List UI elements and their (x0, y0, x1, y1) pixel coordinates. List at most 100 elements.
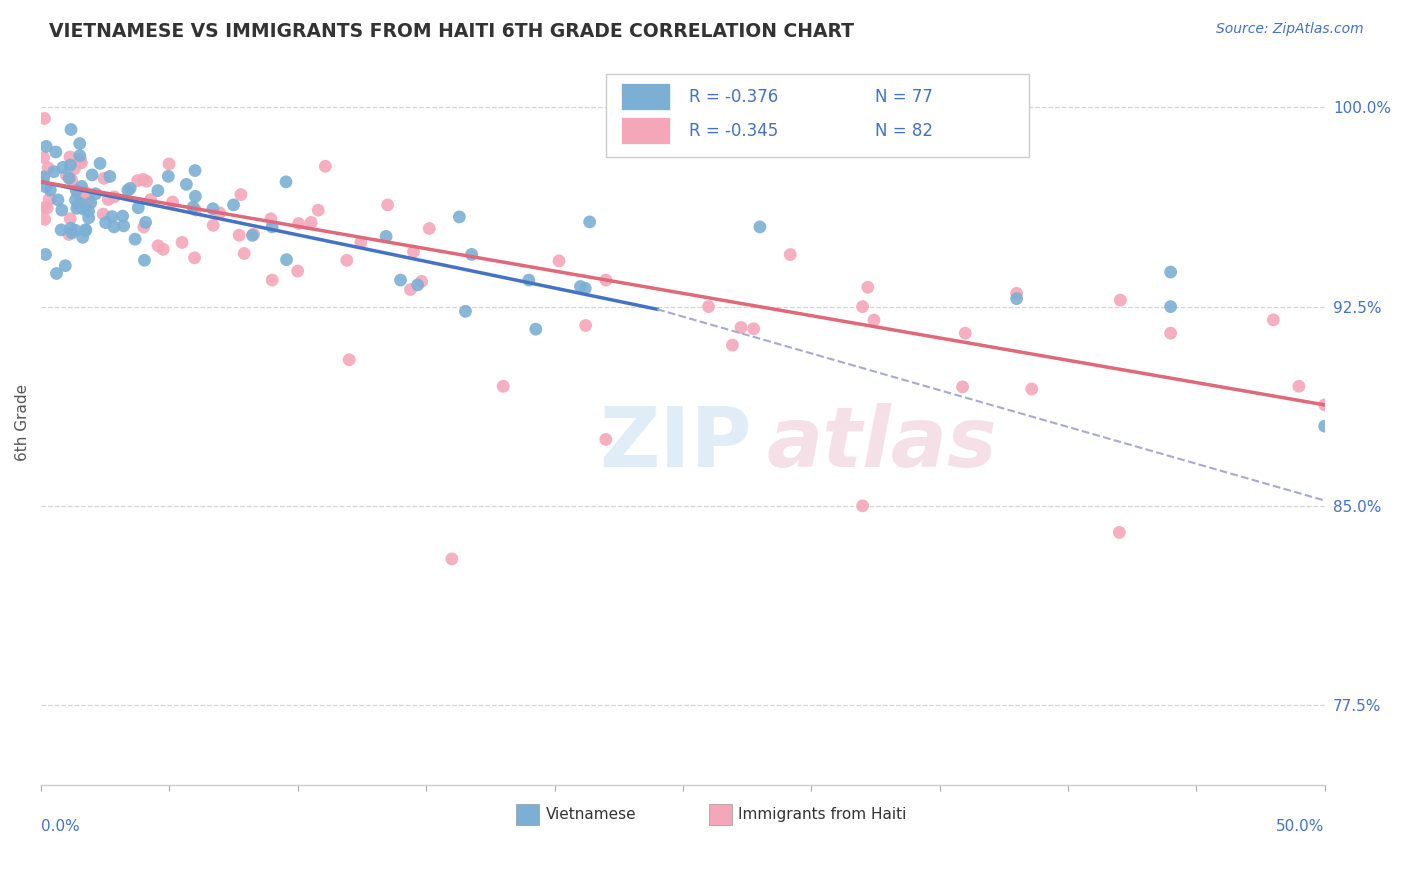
Point (287, 264, 309, 278)
Point (45, 267, 67, 281)
Point (34, 112, 56, 126)
Point (65, 184, 87, 198)
Point (132, 172, 155, 186)
Point (1109, 293, 1132, 307)
Point (454, 304, 477, 318)
Point (852, 499, 875, 513)
Point (262, 273, 284, 287)
Point (65, 223, 87, 237)
Point (1005, 286, 1028, 301)
Point (460, 247, 482, 261)
Point (1005, 292, 1028, 306)
Point (73, 202, 96, 217)
Point (72, 230, 94, 244)
Point (1021, 382, 1043, 396)
Point (595, 273, 617, 287)
Point (45, 145, 67, 159)
Point (58, 227, 80, 242)
Bar (709, 805, 731, 824)
Point (120, 181, 142, 195)
Point (37, 201, 59, 215)
Point (406, 277, 429, 292)
Point (52, 161, 75, 175)
Point (32, 171, 55, 186)
Point (242, 228, 264, 243)
Point (63, 161, 86, 176)
Point (53, 259, 76, 273)
Point (66, 202, 89, 216)
Point (73, 185, 96, 199)
Point (517, 273, 540, 287)
Point (91, 207, 114, 221)
Point (135, 215, 157, 229)
Point (184, 202, 207, 217)
Point (449, 210, 471, 224)
Point (222, 198, 245, 212)
Point (111, 209, 134, 223)
Point (307, 203, 329, 218)
Point (399, 283, 422, 297)
Point (58, 171, 80, 186)
Point (955, 326, 977, 341)
Point (103, 190, 125, 204)
Point (574, 281, 596, 295)
Point (103, 219, 125, 234)
Bar (621, 83, 671, 111)
Point (201, 202, 224, 216)
Bar (516, 805, 538, 824)
Point (1313, 398, 1336, 412)
Point (146, 239, 169, 253)
Point (32, 201, 55, 215)
Point (67, 198, 90, 212)
Point (228, 228, 250, 243)
Point (569, 279, 592, 293)
Point (276, 252, 298, 267)
Point (262, 219, 284, 234)
Point (39, 183, 62, 197)
Point (1160, 326, 1182, 341)
Point (595, 433, 617, 447)
Point (274, 175, 297, 189)
Point (34, 247, 56, 261)
Point (402, 244, 425, 259)
Point (575, 318, 598, 333)
Point (32, 169, 55, 184)
Point (299, 215, 322, 229)
Point (1160, 300, 1182, 314)
Text: Vietnamese: Vietnamese (546, 807, 636, 822)
Point (697, 300, 720, 314)
Point (59, 221, 82, 235)
Point (1263, 313, 1285, 327)
Point (184, 163, 207, 178)
Point (70, 179, 93, 194)
Point (101, 210, 124, 224)
Point (350, 235, 373, 250)
Point (952, 380, 974, 394)
Point (492, 379, 515, 393)
Point (80, 195, 103, 210)
Point (208, 206, 231, 220)
Point (336, 253, 359, 268)
Point (70, 155, 93, 169)
Point (411, 274, 433, 288)
Point (730, 320, 752, 334)
Point (51, 223, 73, 237)
Point (69, 196, 91, 211)
Y-axis label: 6th Grade: 6th Grade (15, 384, 30, 460)
Text: atlas: atlas (766, 403, 997, 484)
Point (418, 221, 440, 235)
Point (176, 178, 198, 192)
Point (65, 193, 87, 207)
Point (314, 159, 336, 173)
Point (748, 219, 770, 234)
Bar (621, 117, 671, 145)
Point (135, 174, 157, 188)
Point (440, 552, 463, 566)
FancyBboxPatch shape (606, 74, 1029, 158)
Point (233, 246, 256, 260)
Point (229, 187, 252, 202)
Point (77, 204, 100, 219)
Point (127, 201, 149, 215)
Point (127, 174, 149, 188)
Text: 50.0%: 50.0% (1277, 819, 1324, 834)
